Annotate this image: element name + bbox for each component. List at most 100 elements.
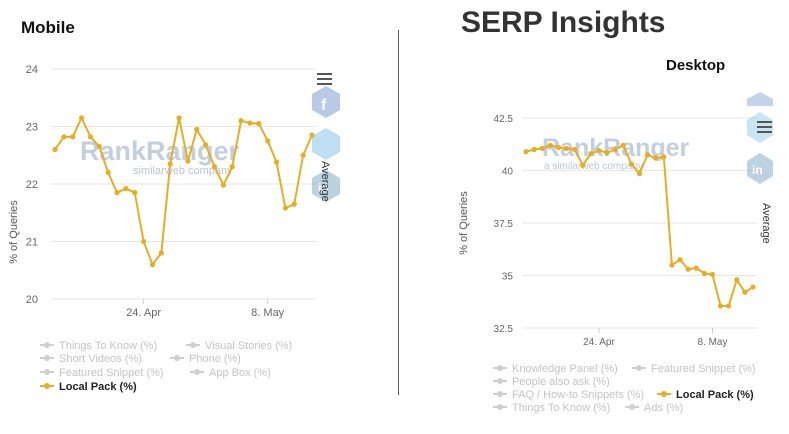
legend-item[interactable]: Knowledge Panel (%) bbox=[493, 363, 618, 376]
data-point[interactable] bbox=[628, 161, 634, 167]
data-point[interactable] bbox=[61, 134, 67, 140]
data-point[interactable] bbox=[531, 146, 537, 153]
data-point[interactable] bbox=[588, 151, 594, 157]
data-point[interactable] bbox=[158, 250, 164, 256]
twitter-icon[interactable] bbox=[312, 128, 340, 160]
data-point[interactable] bbox=[539, 145, 545, 152]
data-point[interactable] bbox=[70, 134, 76, 140]
data-point[interactable] bbox=[123, 186, 129, 192]
data-point[interactable] bbox=[742, 289, 748, 295]
data-point[interactable] bbox=[149, 261, 156, 268]
data-point[interactable] bbox=[211, 164, 218, 170]
legend-item[interactable]: Things To Know (%) bbox=[40, 340, 157, 353]
data-point[interactable] bbox=[282, 205, 289, 211]
y-tick-label: 35 bbox=[502, 272, 514, 283]
legend-item[interactable]: Short Videos (%) bbox=[40, 353, 142, 366]
legend-item[interactable]: Featured Snippet (%) bbox=[632, 363, 756, 376]
data-point[interactable] bbox=[167, 161, 173, 167]
data-point[interactable] bbox=[309, 132, 315, 138]
data-point[interactable] bbox=[273, 159, 280, 165]
data-point[interactable] bbox=[596, 147, 602, 154]
y-tick-label: 21 bbox=[26, 237, 38, 249]
y-tick-label: 23 bbox=[26, 122, 38, 134]
serp-insights-heading: SERP Insights bbox=[461, 6, 666, 39]
data-point[interactable] bbox=[176, 115, 182, 121]
data-point[interactable] bbox=[52, 146, 58, 153]
data-point[interactable] bbox=[645, 152, 651, 158]
data-point[interactable] bbox=[709, 271, 716, 278]
data-point[interactable] bbox=[105, 169, 111, 176]
data-point[interactable] bbox=[194, 126, 200, 132]
legend-item[interactable]: Ads (%) bbox=[625, 402, 683, 415]
data-point[interactable] bbox=[604, 150, 610, 156]
data-point[interactable] bbox=[265, 138, 271, 144]
y-tick-label: 32.5 bbox=[494, 324, 514, 335]
legend-item[interactable]: Featured Snippet (%) bbox=[40, 367, 164, 380]
y-tick-label: 24 bbox=[26, 64, 38, 76]
desktop-average-label[interactable]: Average bbox=[760, 203, 772, 244]
y-tick-label: 20 bbox=[26, 294, 38, 306]
data-point[interactable] bbox=[547, 142, 553, 148]
linkedin-icon[interactable] bbox=[747, 153, 773, 184]
legend-item-local-pack[interactable]: Local Pack (%) bbox=[657, 389, 754, 402]
desktop-share-icons: in bbox=[747, 92, 773, 184]
y-tick-label: 42.5 bbox=[494, 114, 514, 125]
data-point[interactable] bbox=[247, 120, 253, 126]
facebook-icon[interactable] bbox=[747, 92, 773, 106]
data-point[interactable] bbox=[677, 257, 683, 263]
legend-item[interactable]: Phone (%) bbox=[170, 353, 241, 366]
linkedin-icon[interactable] bbox=[312, 170, 340, 202]
data-point[interactable] bbox=[685, 266, 691, 272]
legend-item[interactable]: Things To Know (%) bbox=[493, 402, 610, 415]
data-point[interactable] bbox=[620, 142, 626, 148]
watermark-sub: similarweb company bbox=[133, 165, 233, 177]
series-line-local-pack bbox=[54, 115, 313, 267]
legend-item[interactable]: Visual Stories (%) bbox=[186, 340, 292, 353]
data-point[interactable] bbox=[726, 303, 732, 309]
legend-item[interactable]: App Box (%) bbox=[190, 367, 271, 380]
data-point[interactable] bbox=[185, 158, 191, 164]
data-point[interactable] bbox=[220, 182, 226, 188]
facebook-icon[interactable] bbox=[312, 86, 340, 118]
data-point[interactable] bbox=[291, 201, 297, 207]
data-point[interactable] bbox=[669, 262, 675, 268]
desktop-watermark: RankRanger a similarweb company bbox=[542, 134, 690, 172]
data-point[interactable] bbox=[612, 146, 618, 153]
data-point[interactable] bbox=[132, 190, 138, 196]
mobile-average-label[interactable]: Average bbox=[319, 161, 331, 202]
data-point[interactable] bbox=[701, 270, 707, 276]
data-point[interactable] bbox=[717, 303, 724, 309]
data-point[interactable] bbox=[693, 265, 699, 271]
data-point[interactable] bbox=[523, 149, 529, 155]
data-point[interactable] bbox=[653, 155, 659, 161]
data-point[interactable] bbox=[580, 162, 586, 168]
data-point[interactable] bbox=[96, 144, 102, 150]
legend-item[interactable]: FAQ / How-to Snippets (%) bbox=[493, 389, 644, 402]
mobile-y-axis-label: % of Queries bbox=[8, 200, 20, 264]
data-point[interactable] bbox=[734, 277, 740, 283]
data-point[interactable] bbox=[636, 171, 643, 177]
y-tick-label: 40 bbox=[502, 167, 514, 178]
data-point[interactable] bbox=[114, 190, 120, 196]
data-point[interactable] bbox=[300, 152, 306, 158]
data-point[interactable] bbox=[141, 238, 147, 245]
data-point[interactable] bbox=[750, 284, 756, 290]
legend-item-local-pack[interactable]: Local Pack (%) bbox=[40, 381, 137, 394]
data-point[interactable] bbox=[229, 164, 235, 170]
svg-text:f: f bbox=[321, 97, 327, 114]
x-tick-label: 24. Apr bbox=[583, 337, 615, 348]
legend-item[interactable]: People also ask (%) bbox=[493, 376, 610, 389]
data-point[interactable] bbox=[87, 134, 94, 140]
data-point[interactable] bbox=[563, 145, 570, 152]
desktop-menu-icon[interactable] bbox=[757, 121, 772, 133]
mobile-menu-icon[interactable] bbox=[317, 73, 332, 85]
data-point[interactable] bbox=[238, 118, 244, 124]
data-point[interactable] bbox=[256, 121, 262, 127]
data-point[interactable] bbox=[203, 142, 209, 148]
data-point[interactable] bbox=[78, 115, 85, 121]
svg-text:in: in bbox=[318, 181, 329, 195]
data-point[interactable] bbox=[661, 154, 667, 160]
y-tick-label: 37.5 bbox=[494, 219, 514, 230]
data-point[interactable] bbox=[572, 146, 578, 153]
data-point[interactable] bbox=[555, 144, 562, 150]
